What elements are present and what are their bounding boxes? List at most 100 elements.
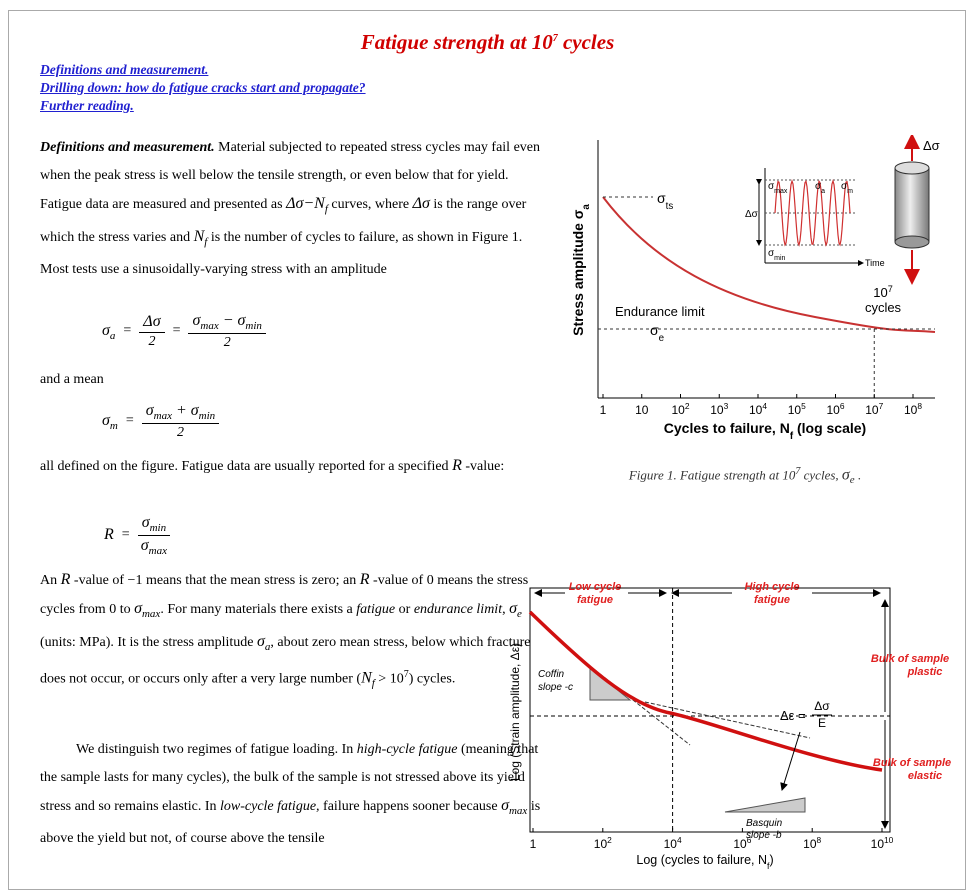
formula: Δε = bbox=[780, 708, 806, 723]
math: = bbox=[126, 413, 134, 429]
x-tick-label: 1 bbox=[530, 837, 537, 851]
math: = bbox=[173, 323, 181, 339]
region-label: Bulk of sample bbox=[871, 653, 949, 665]
text-run: 4 bbox=[677, 835, 682, 845]
plot-frame bbox=[530, 588, 890, 832]
text-run: 10 bbox=[594, 837, 608, 851]
text-run: ts bbox=[666, 201, 674, 212]
math: = bbox=[123, 323, 131, 339]
text-run: 8 bbox=[917, 401, 922, 411]
text-run: 10 bbox=[873, 285, 887, 300]
text-run: 8 bbox=[817, 835, 822, 845]
paragraph: Definitions and measurement. Material su… bbox=[40, 134, 545, 284]
figure-1: σts Endurance limit σe 107 cycles Stress… bbox=[565, 135, 965, 447]
text-run: 6 bbox=[840, 401, 845, 411]
text-run: Δσ−N bbox=[286, 195, 325, 212]
specimen bbox=[895, 168, 929, 242]
math: 2 bbox=[148, 333, 155, 350]
x-tick-label: 1 bbox=[600, 403, 607, 417]
text-run: e bbox=[659, 333, 665, 344]
text-run: max bbox=[200, 320, 218, 332]
text-run: σ bbox=[146, 402, 154, 419]
y-axis-label: Log (Strain amplitude, Δε) bbox=[510, 643, 522, 781]
region-label: Bulk of sample bbox=[873, 757, 951, 769]
text-run: R bbox=[452, 457, 462, 474]
region-label: fatigue bbox=[754, 594, 790, 606]
slope-triangle bbox=[725, 798, 805, 812]
text-run: low-cycle fatigue, bbox=[220, 799, 320, 814]
inset-label: Δσ bbox=[745, 209, 759, 220]
strain-life-curve bbox=[530, 612, 882, 770]
region-label: fatigue bbox=[577, 594, 613, 606]
region-label: elastic bbox=[908, 770, 942, 782]
nav-link[interactable]: Further reading. bbox=[40, 98, 134, 114]
text-run: 7 bbox=[879, 401, 884, 411]
text-run: N bbox=[194, 228, 205, 245]
math: = bbox=[122, 527, 130, 543]
text-run: σ bbox=[141, 537, 149, 554]
text-run: 10 bbox=[710, 403, 724, 417]
region-label: Low cycle bbox=[569, 581, 622, 593]
text-run: We distinguish two regimes of fatigue lo… bbox=[76, 742, 357, 757]
page: Fatigue strength at 107 cycles Definitio… bbox=[0, 0, 975, 882]
annotation: slope -c bbox=[538, 682, 573, 693]
text-run: a bbox=[110, 329, 116, 341]
math: 2 bbox=[177, 424, 184, 441]
region-label: High cycle bbox=[744, 581, 799, 593]
text-run: a bbox=[581, 204, 592, 210]
text-run: endurance limit bbox=[414, 602, 502, 617]
text-run: Stress amplitude σ bbox=[570, 209, 586, 336]
x-tick-label: 104 bbox=[664, 835, 682, 851]
formula: Δσ bbox=[814, 699, 830, 713]
math: 2 bbox=[224, 334, 231, 351]
text-run: An bbox=[40, 573, 61, 588]
text-run: 5 bbox=[801, 401, 806, 411]
text-run: σ bbox=[650, 322, 659, 338]
inset-label: σmin bbox=[768, 248, 786, 262]
text-run: or bbox=[395, 602, 414, 617]
text-run: > 10 bbox=[375, 671, 404, 686]
label: Δσ bbox=[923, 138, 940, 153]
text-run: failure happens sooner because bbox=[320, 799, 502, 814]
text-run: R bbox=[360, 571, 370, 588]
fraction: σmax + σmin 2 bbox=[142, 402, 219, 441]
annotation: Coffin bbox=[538, 669, 565, 680]
text-run: min bbox=[199, 410, 216, 422]
equation: σm = σmax + σmin2 bbox=[102, 402, 219, 441]
math: σmax bbox=[141, 536, 167, 557]
text-run: m bbox=[110, 419, 118, 431]
text-run: − σ bbox=[219, 312, 246, 329]
text-run: max bbox=[774, 188, 788, 195]
x-tick-label: 106 bbox=[733, 835, 751, 851]
text-run: σ bbox=[142, 514, 150, 531]
math: σa bbox=[102, 322, 115, 342]
text-run: 7 bbox=[888, 284, 893, 294]
pointer-arrow bbox=[782, 732, 800, 790]
text-run: . For many materials there exists a bbox=[160, 602, 356, 617]
text-run: min bbox=[150, 522, 167, 534]
paragraph: and a mean bbox=[40, 366, 545, 394]
nav-link[interactable]: Definitions and measurement. bbox=[40, 62, 208, 78]
text-run: 1 bbox=[600, 403, 607, 417]
nav-link[interactable]: Drilling down: how do fatigue cracks sta… bbox=[40, 80, 366, 96]
text-run: min bbox=[774, 255, 785, 262]
text-run: σ bbox=[102, 412, 110, 429]
text-run: 10 bbox=[871, 837, 885, 851]
x-tick-label: 106 bbox=[826, 401, 844, 417]
text-run: 4 bbox=[762, 401, 767, 411]
text-run: + σ bbox=[172, 402, 199, 419]
x-tick-label: 102 bbox=[594, 835, 612, 851]
text-run: a bbox=[821, 188, 825, 195]
text-run: max bbox=[142, 608, 160, 620]
text-run: max bbox=[154, 410, 172, 422]
x-tick-label: 103 bbox=[710, 401, 728, 417]
text-run: σ bbox=[102, 322, 110, 339]
text-run: N bbox=[361, 669, 372, 686]
text-run: ) bbox=[769, 853, 773, 867]
formula: E bbox=[818, 716, 826, 730]
math: σm bbox=[102, 412, 118, 432]
text-run: 10 bbox=[865, 403, 879, 417]
paragraph: We distinguish two regimes of fatigue lo… bbox=[40, 736, 545, 853]
text-run: m bbox=[847, 188, 853, 195]
